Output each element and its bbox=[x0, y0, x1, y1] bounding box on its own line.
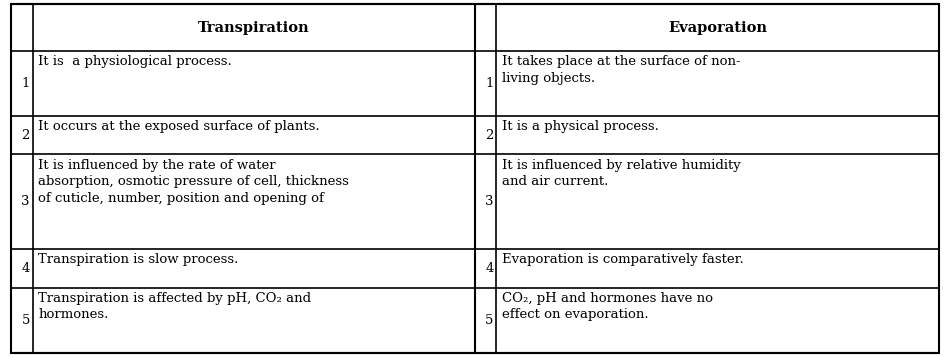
Text: It is  a physiological process.: It is a physiological process. bbox=[39, 55, 232, 68]
Text: 5: 5 bbox=[485, 314, 494, 327]
Text: 3: 3 bbox=[485, 195, 494, 208]
Text: 2: 2 bbox=[22, 129, 30, 142]
Text: It is influenced by relative humidity
and air current.: It is influenced by relative humidity an… bbox=[503, 159, 741, 188]
Text: Transpiration: Transpiration bbox=[199, 21, 310, 35]
Text: 1: 1 bbox=[22, 77, 30, 90]
Text: Transpiration is slow process.: Transpiration is slow process. bbox=[39, 253, 238, 266]
Text: 4: 4 bbox=[22, 262, 30, 275]
Text: It takes place at the surface of non-
living objects.: It takes place at the surface of non- li… bbox=[503, 55, 741, 85]
Text: Evaporation is comparatively faster.: Evaporation is comparatively faster. bbox=[503, 253, 744, 266]
Text: It is influenced by the rate of water
absorption, osmotic pressure of cell, thic: It is influenced by the rate of water ab… bbox=[39, 159, 350, 205]
Text: 3: 3 bbox=[22, 195, 30, 208]
Text: 4: 4 bbox=[485, 262, 494, 275]
Text: Transpiration is affected by pH, CO₂ and
hormones.: Transpiration is affected by pH, CO₂ and… bbox=[39, 292, 312, 321]
Text: It is a physical process.: It is a physical process. bbox=[503, 120, 659, 133]
Text: 2: 2 bbox=[485, 129, 494, 142]
Text: CO₂, pH and hormones have no
effect on evaporation.: CO₂, pH and hormones have no effect on e… bbox=[503, 292, 713, 321]
Text: 5: 5 bbox=[22, 314, 30, 327]
Text: Evaporation: Evaporation bbox=[668, 21, 767, 35]
Text: It occurs at the exposed surface of plants.: It occurs at the exposed surface of plan… bbox=[39, 120, 320, 133]
Text: 1: 1 bbox=[485, 77, 494, 90]
